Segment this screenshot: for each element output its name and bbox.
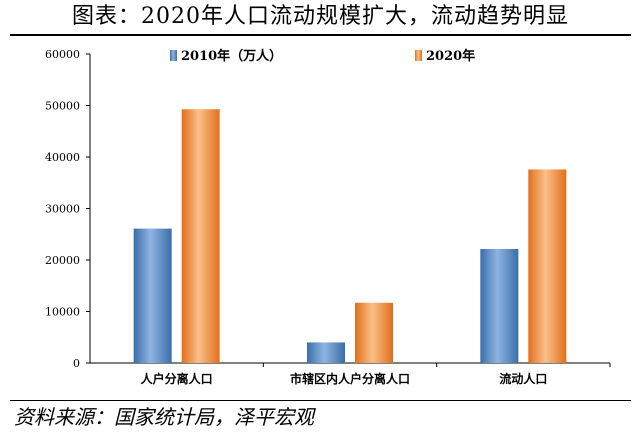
y-tick-label: 30000 bbox=[45, 203, 80, 216]
source-note: 资料来源：国家统计局，泽平宏观 bbox=[14, 405, 314, 429]
bar-2010 bbox=[133, 228, 172, 363]
title-rule bbox=[10, 34, 631, 36]
y-tick-label: 60000 bbox=[45, 48, 80, 61]
y-tick-label: 40000 bbox=[45, 151, 80, 164]
bar-2010 bbox=[480, 248, 519, 363]
y-tick-label: 0 bbox=[73, 357, 80, 370]
y-tick-label: 10000 bbox=[45, 306, 80, 319]
y-tick-label: 50000 bbox=[45, 100, 80, 113]
source-rule bbox=[10, 400, 631, 401]
bar-2020 bbox=[528, 169, 567, 363]
x-category-label: 市辖区内人户分离人口 bbox=[290, 371, 410, 386]
chart-title: 图表：2020年人口流动规模扩大，流动趋势明显 bbox=[72, 4, 569, 29]
bar-2010 bbox=[307, 342, 345, 363]
bar-2020 bbox=[181, 109, 220, 363]
x-category-label: 人户分离人口 bbox=[141, 371, 213, 386]
legend-label-2010: 2010年（万人） bbox=[181, 48, 282, 64]
x-category-label: 流动人口 bbox=[499, 371, 547, 386]
legend-swatch-2020 bbox=[415, 50, 422, 61]
legend-label-2020: 2020年 bbox=[426, 48, 475, 64]
legend-swatch-2010 bbox=[170, 50, 177, 61]
bar-2020 bbox=[355, 302, 393, 363]
y-tick-label: 20000 bbox=[45, 254, 80, 267]
